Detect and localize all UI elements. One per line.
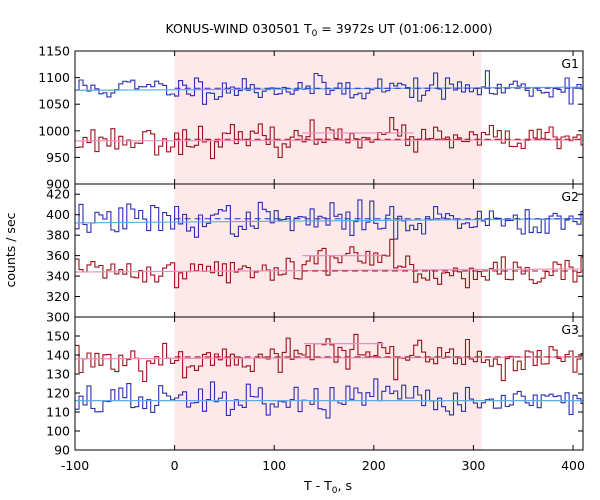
panel-g1-ytick-label: 950 xyxy=(46,150,70,165)
panel-g2-ytick-label: 380 xyxy=(46,228,70,243)
panel-g3-series-red xyxy=(75,333,583,383)
panel-g1-ytick-label: 1000 xyxy=(38,123,70,138)
panel-g1-series-red xyxy=(75,117,583,160)
plot-area: 9009501000105011001150G13003203403603804… xyxy=(38,44,585,474)
panel-g1-fit-line-0 xyxy=(74,86,584,91)
panel-g1-ytick-label: 1150 xyxy=(38,44,70,59)
panel-g1-label: G1 xyxy=(561,56,579,71)
panel-g3-ytick-label: 120 xyxy=(46,386,70,401)
panel-g2-fit-line-1 xyxy=(74,268,584,273)
x-tick-label: 200 xyxy=(362,458,386,473)
x-axis-title: T - T0, s xyxy=(303,478,352,496)
panel-g1-series-blue xyxy=(75,70,583,105)
panel-g1-ytick-label: 1100 xyxy=(38,70,70,85)
x-tick-label: -100 xyxy=(61,458,89,473)
panel-g3-ytick-label: 130 xyxy=(46,367,70,382)
panel-g2-ytick-label: 420 xyxy=(46,187,70,202)
x-tick-label: 400 xyxy=(561,458,585,473)
x-tick-label: 100 xyxy=(262,458,286,473)
panel-g1-ytick-label: 900 xyxy=(46,177,70,192)
panel-g2-series-red xyxy=(75,238,583,289)
x-tick-label: 300 xyxy=(462,458,486,473)
panel-g3-series-blue xyxy=(75,378,583,419)
panel-g3-ytick-label: 140 xyxy=(46,348,70,363)
panel-g2-fit-line-0 xyxy=(74,218,584,224)
chart-title: KONUS-WIND 030501 T0 = 3972s UT (01:06:1… xyxy=(165,21,492,39)
panel-g2-ytick-label: 340 xyxy=(46,269,70,284)
panel-g3-ytick-label: 150 xyxy=(46,329,70,344)
panel-g3-ytick-label: 110 xyxy=(46,405,70,420)
panel-g1-ytick-label: 1050 xyxy=(38,97,70,112)
panel-g2-label: G2 xyxy=(561,189,579,204)
panel-g3-ytick-label: 90 xyxy=(54,443,70,458)
x-tick-label: 0 xyxy=(171,458,179,473)
panel-g3-frame xyxy=(74,316,584,451)
panel-g3-label: G3 xyxy=(561,322,579,337)
panel-g2-ytick-label: 320 xyxy=(46,289,70,304)
panel-g2-ytick-label: 360 xyxy=(46,248,70,263)
panel-g2-ytick-label: 300 xyxy=(46,310,70,325)
panel-g3-ytick-label: 100 xyxy=(46,424,70,439)
panel-g2-ytick-label: 400 xyxy=(46,207,70,222)
panel-g1-fit-line-1 xyxy=(74,139,584,142)
y-axis-title: counts / sec xyxy=(3,212,18,287)
highlight-interval xyxy=(174,51,482,450)
